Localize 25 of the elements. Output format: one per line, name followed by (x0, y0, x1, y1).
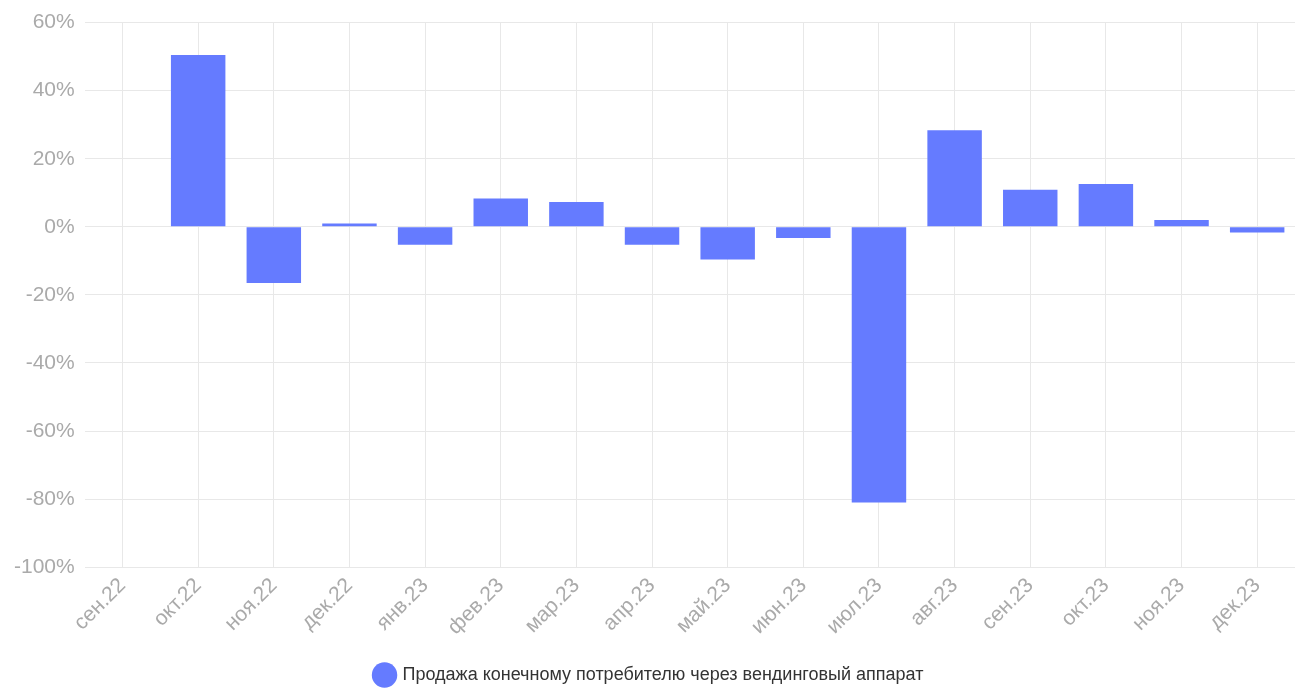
y-tick-label: 20% (32, 145, 75, 169)
y-tick-label: -80% (25, 485, 75, 509)
bar (927, 130, 982, 227)
legend-label: Продажа конечному потребителю через вендинговый аппарат (402, 663, 924, 684)
bar (170, 54, 226, 227)
bar (397, 227, 453, 245)
bar (473, 198, 528, 227)
y-tick-label: -60% (25, 417, 75, 441)
bar (851, 227, 907, 503)
y-tick-label: -20% (25, 281, 75, 305)
y-tick-label: 40% (32, 77, 75, 101)
y-tick-label: -100% (14, 553, 75, 577)
bar (1154, 220, 1209, 227)
bar (624, 227, 680, 245)
bar (776, 227, 831, 239)
y-tick-label: 60% (32, 9, 75, 33)
bar (1078, 183, 1134, 227)
bar (322, 223, 377, 227)
bar (246, 227, 302, 283)
y-tick-label: 0% (44, 213, 75, 237)
bar (700, 227, 755, 260)
y-tick-label: -40% (25, 349, 75, 373)
bar (549, 201, 604, 227)
bar (1003, 189, 1058, 227)
bar (1229, 227, 1285, 233)
